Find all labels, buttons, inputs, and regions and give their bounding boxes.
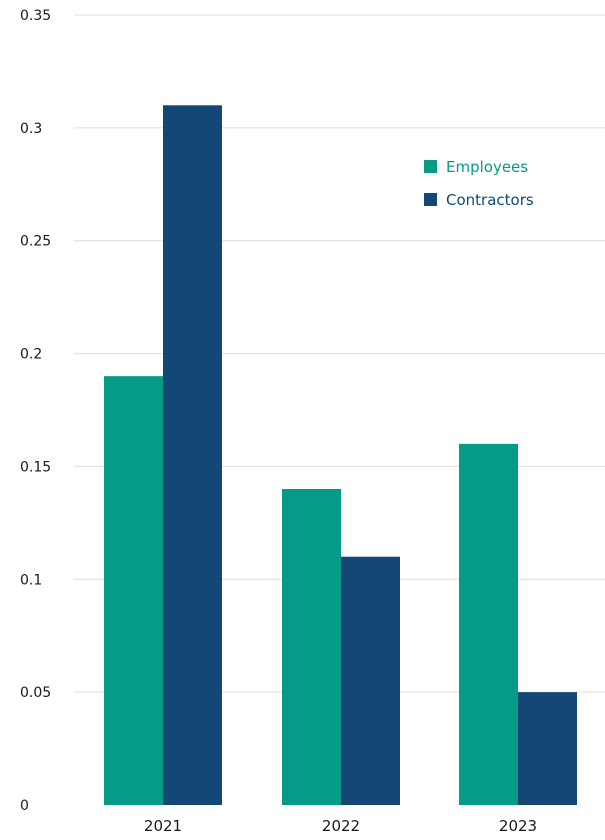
bar-contractors-2023 <box>518 692 577 805</box>
x-tick-label: 2022 <box>322 817 360 835</box>
x-tick-label: 2021 <box>144 817 182 835</box>
y-tick-label: 0.05 <box>20 685 51 701</box>
bars <box>104 105 577 806</box>
y-tick-label: 0.2 <box>20 347 42 363</box>
legend-swatch-employees <box>424 160 437 173</box>
legend-label-contractors: Contractors <box>446 191 534 209</box>
x-tick-label: 2023 <box>499 817 537 835</box>
y-tick-label: 0.15 <box>20 459 51 475</box>
bar-contractors-2021 <box>163 105 222 806</box>
x-axis-ticks: 2021 2022 2023 <box>144 817 537 835</box>
y-axis-ticks: 0 0.05 0.1 0.15 0.2 0.25 0.3 0.35 <box>20 8 51 814</box>
legend-swatch-contractors <box>424 193 437 206</box>
y-tick-label: 0.3 <box>20 121 42 137</box>
bar-employees-2022 <box>282 489 341 805</box>
y-tick-label: 0.35 <box>20 8 51 24</box>
bar-contractors-2022 <box>341 556 400 805</box>
y-tick-label: 0.1 <box>20 572 42 588</box>
legend-label-employees: Employees <box>446 158 528 176</box>
bar-employees-2023 <box>459 443 518 805</box>
legend: Employees Contractors <box>424 158 534 209</box>
bar-employees-2021 <box>104 376 163 805</box>
y-tick-label: 0.25 <box>20 234 51 250</box>
y-tick-label: 0 <box>20 798 29 814</box>
